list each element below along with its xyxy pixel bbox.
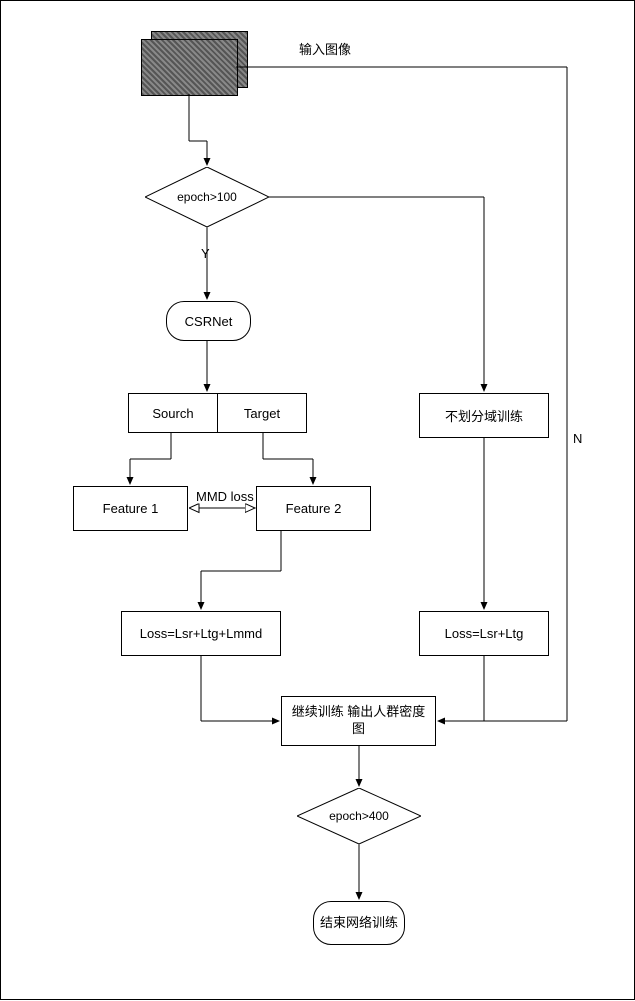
decision-epoch-400-text: epoch>400 [329, 809, 389, 823]
csrnet-node: CSRNet [166, 301, 251, 341]
mmd-loss-label: MMD loss [196, 489, 254, 504]
branch-label-n: N [573, 431, 582, 446]
no-domain-label: 不划分域训练 [445, 406, 523, 425]
target-label: Target [244, 406, 280, 421]
branch-label-y: Y [201, 246, 210, 261]
feature2-label: Feature 2 [286, 501, 342, 516]
decision-epoch-400: epoch>400 [297, 788, 421, 844]
feature1-node: Feature 1 [73, 486, 188, 531]
source-node: Sourch [128, 393, 218, 433]
no-domain-node: 不划分域训练 [419, 393, 549, 438]
input-image-front [141, 39, 238, 96]
loss-right-label: Loss=Lsr+Ltg [445, 626, 524, 641]
continue-label: 继续训练 输出人群密度图 [286, 704, 431, 738]
loss-left-node: Loss=Lsr+Ltg+Lmmd [121, 611, 281, 656]
loss-right-node: Loss=Lsr+Ltg [419, 611, 549, 656]
flowchart-canvas: 输入图像 epoch>100 Y N CSRNet Sourch Target … [0, 0, 635, 1000]
source-label: Sourch [152, 406, 193, 421]
csrnet-label: CSRNet [185, 314, 233, 329]
end-node: 结束网络训练 [313, 901, 405, 945]
decision-epoch-100: epoch>100 [145, 167, 269, 227]
feature2-node: Feature 2 [256, 486, 371, 531]
decision-epoch-100-text: epoch>100 [177, 190, 237, 204]
end-label: 结束网络训练 [320, 915, 398, 931]
target-node: Target [217, 393, 307, 433]
feature1-label: Feature 1 [103, 501, 159, 516]
loss-left-label: Loss=Lsr+Ltg+Lmmd [140, 626, 262, 641]
input-image-label: 输入图像 [299, 39, 351, 58]
continue-node: 继续训练 输出人群密度图 [281, 696, 436, 746]
